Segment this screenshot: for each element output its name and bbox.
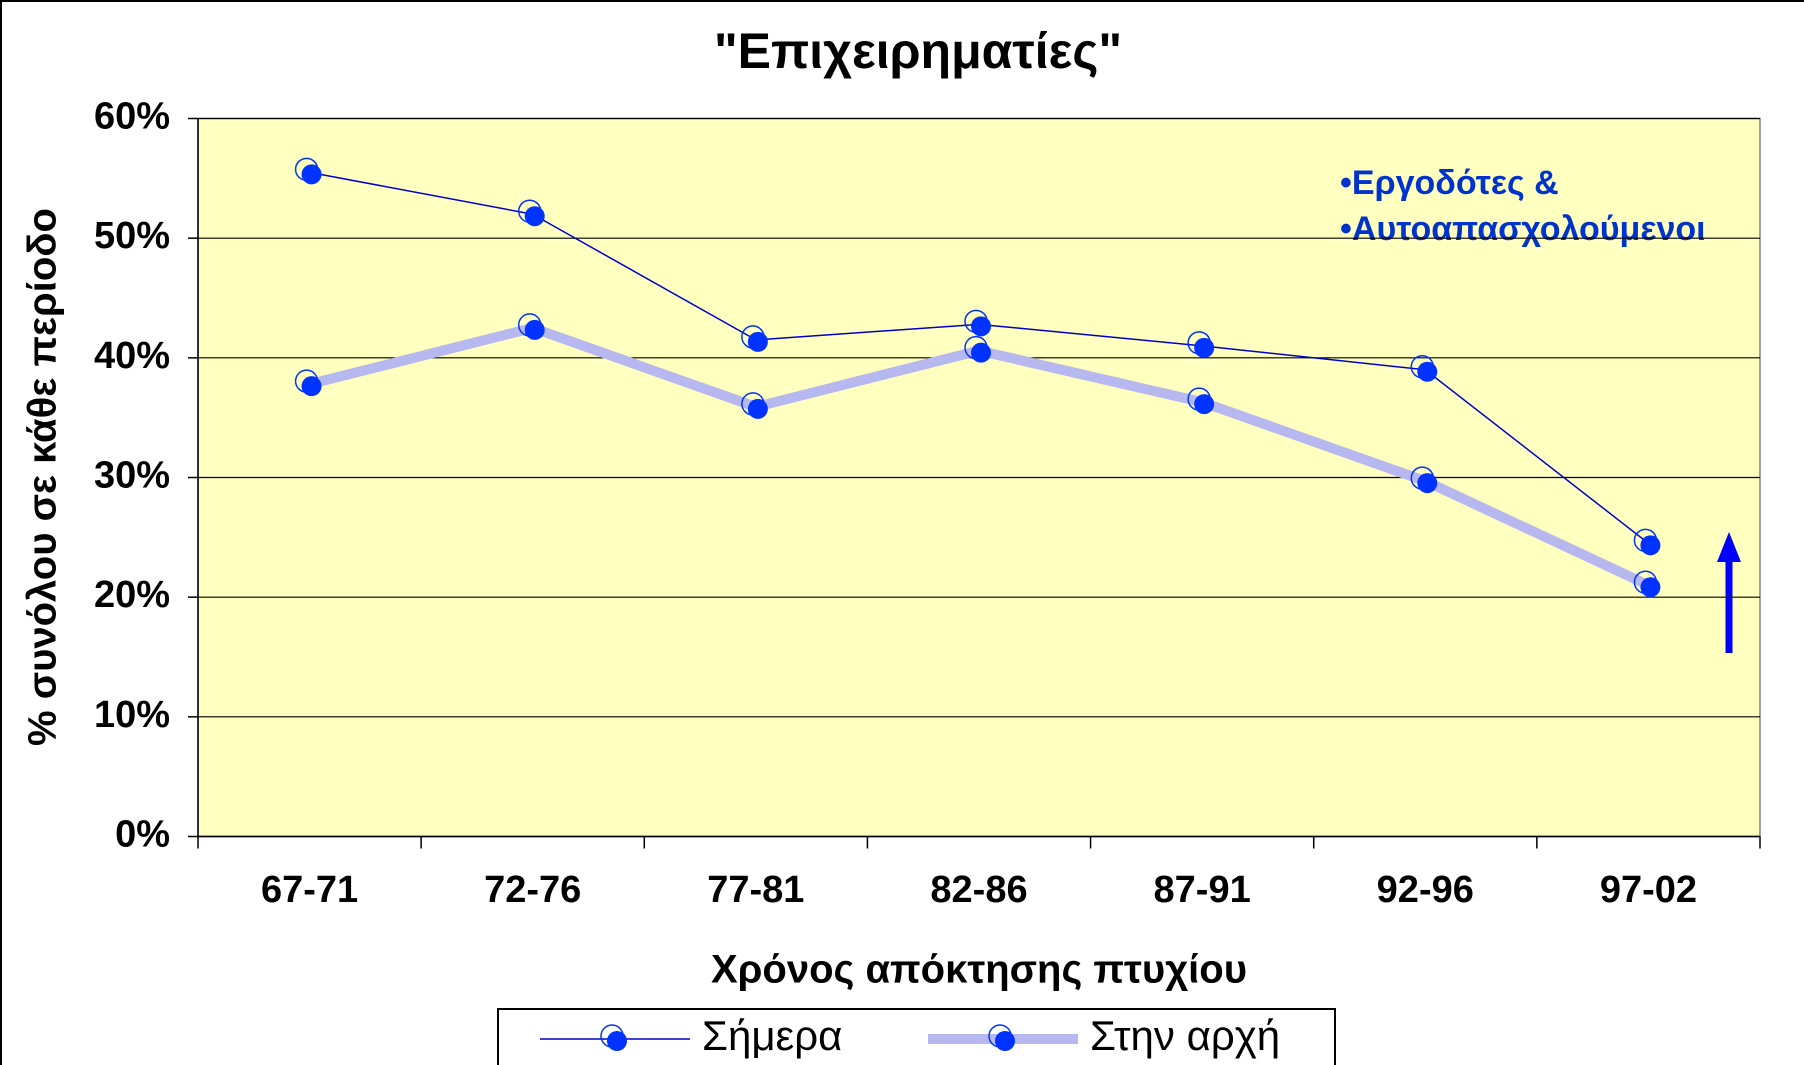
marker: [971, 342, 991, 363]
annotation: •Αυτοαπασχολούμενοι: [1340, 210, 1706, 248]
marker: [1194, 394, 1215, 415]
y-tick-label: 60%: [94, 96, 170, 138]
marker: [301, 164, 322, 185]
marker: [301, 376, 322, 397]
y-tick-label: 40%: [94, 335, 170, 377]
x-tick-label: 82-86: [930, 869, 1027, 911]
x-tick-label: 72-76: [484, 869, 581, 911]
legend-marker: [607, 1031, 627, 1051]
legend-label: Στην αρχή: [1090, 1012, 1280, 1059]
chart-title: "Επιχειρηματίες": [714, 23, 1122, 79]
marker: [1640, 535, 1661, 556]
y-tick-label: 30%: [94, 455, 170, 497]
marker: [1640, 577, 1661, 598]
y-tick-label: 50%: [94, 215, 170, 257]
x-tick-label: 87-91: [1154, 869, 1251, 911]
x-tick-label: 77-81: [707, 869, 804, 911]
y-tick-label: 0%: [115, 814, 170, 856]
y-tick-label: 10%: [94, 694, 170, 736]
y-tick-label: 20%: [94, 574, 170, 616]
legend: [497, 1008, 1336, 1065]
annotation: •Εργοδότες &: [1340, 164, 1559, 202]
x-tick-label: 92-96: [1377, 869, 1474, 911]
marker: [747, 331, 768, 352]
x-tick-label: 67-71: [261, 869, 358, 911]
marker: [1417, 473, 1438, 494]
x-tick-label: 97-02: [1600, 869, 1697, 911]
marker: [1194, 337, 1215, 358]
marker: [971, 316, 991, 337]
marker: [747, 398, 768, 419]
legend-marker: [995, 1031, 1015, 1051]
marker: [524, 206, 545, 227]
y-axis-label: % συνόλου σε κάθε περίοδο: [21, 208, 65, 746]
marker: [1417, 361, 1438, 382]
legend-label: Σήμερα: [702, 1012, 842, 1059]
x-axis-label: Χρόνος απόκτησης πτυχίου: [711, 948, 1247, 992]
arrow-head: [1717, 532, 1741, 562]
marker: [524, 319, 545, 340]
